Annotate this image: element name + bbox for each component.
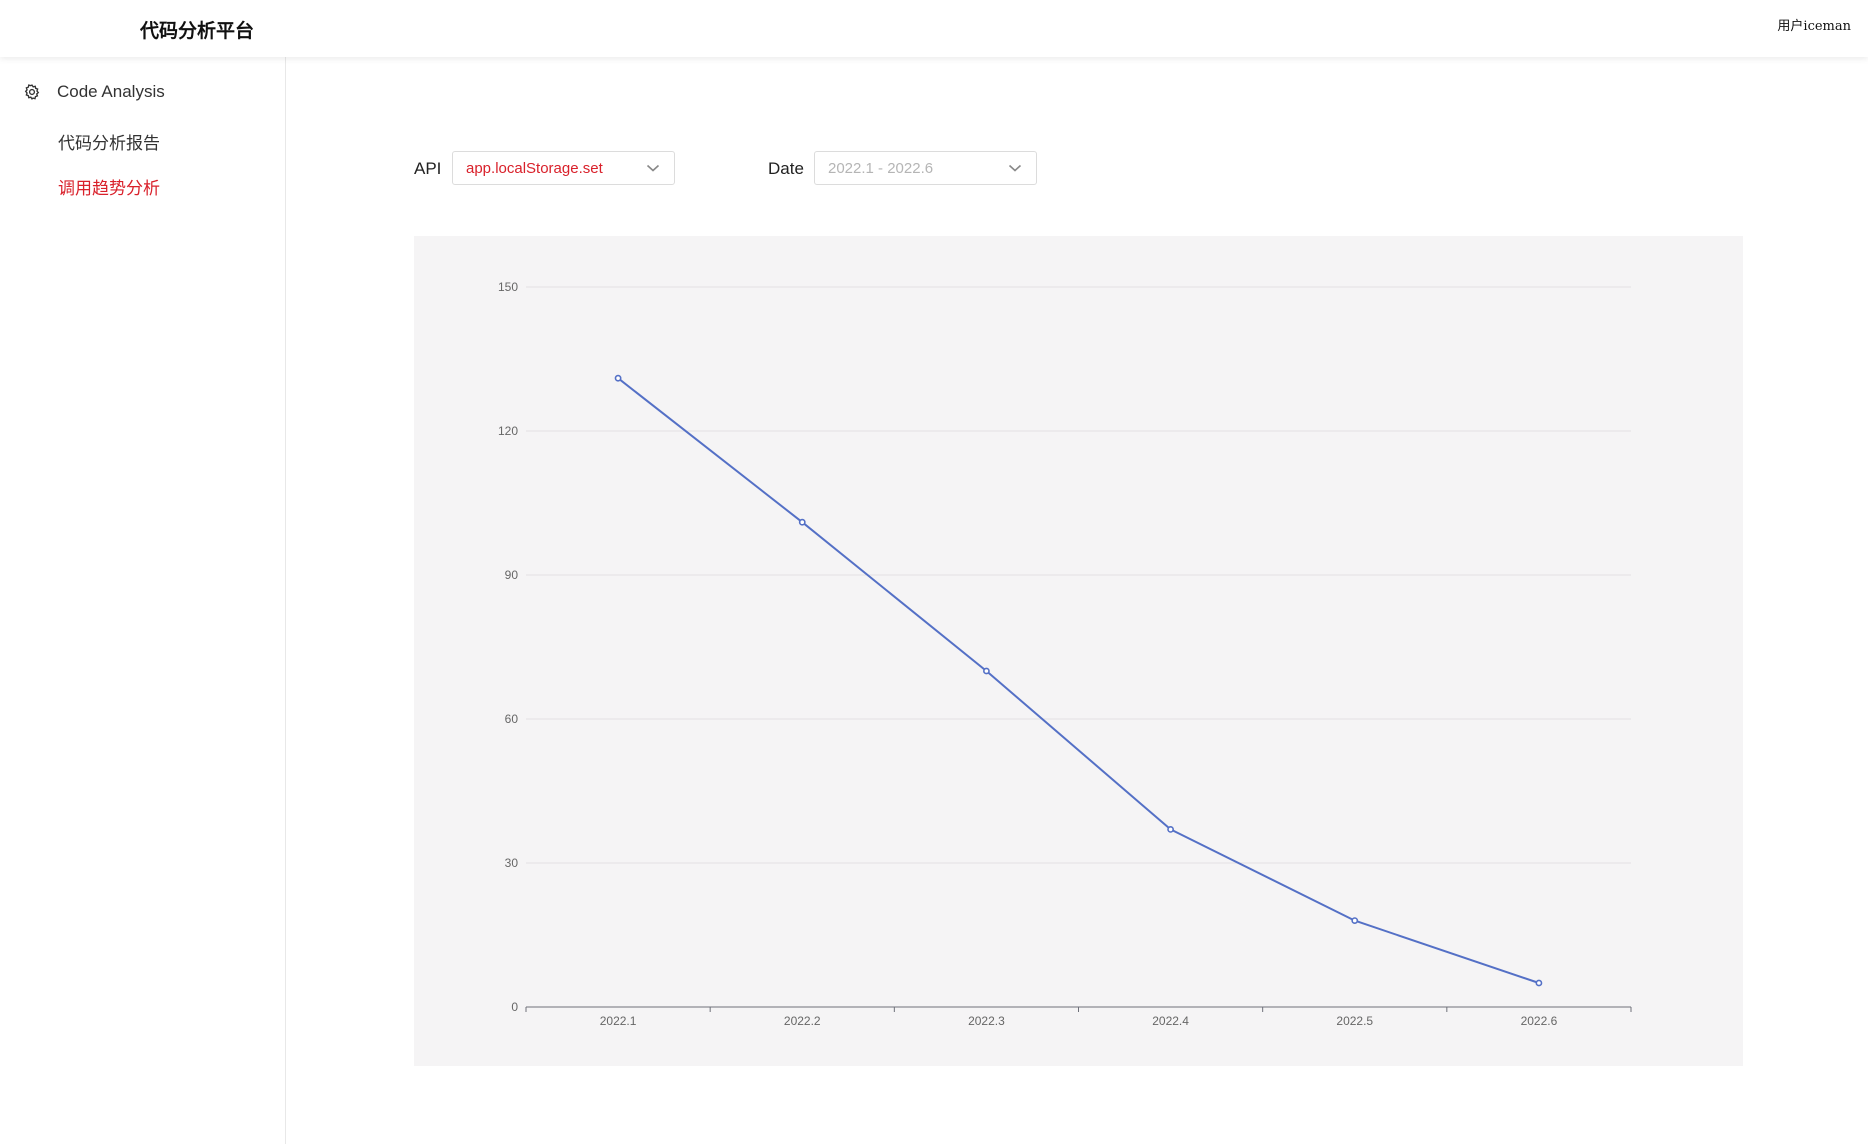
- x-tick-label: 2022.4: [1152, 1014, 1189, 1028]
- series-line: [617, 377, 1540, 984]
- date-label: Date: [768, 159, 804, 178]
- api-select-value: app.localStorage.set: [466, 160, 603, 177]
- y-tick-label: 0: [511, 1000, 518, 1014]
- x-tick-label: 2022.1: [600, 1014, 637, 1028]
- gear-icon: [24, 84, 40, 100]
- x-tick-label: 2022.6: [1521, 1014, 1558, 1028]
- x-tick-label: 2022.2: [784, 1014, 821, 1028]
- chart-svg: 0 30 60 90 120 150 2022.1 2022.2 2022.3 2022.4 202…: [498, 280, 1632, 1028]
- trend-line-chart: 0 30 60 90 120 150 2022.1 2022.2 2022.3 2022.4 202…: [414, 236, 1743, 1066]
- sidebar-item-trend-analysis[interactable]: 调用趋势分析: [58, 179, 160, 198]
- data-point: [1535, 979, 1543, 987]
- y-tick-label: 30: [505, 856, 519, 870]
- data-point: [983, 667, 990, 675]
- sidebar: Code Analysis 代码分析报告 调用趋势分析: [0, 57, 286, 1144]
- y-tick-label: 150: [498, 280, 518, 294]
- api-label: API: [414, 159, 442, 178]
- chevron-down-icon: [646, 164, 660, 172]
- app-title: 代码分析平台: [140, 21, 255, 42]
- top-header: 代码分析平台 用户iceman: [0, 0, 1868, 57]
- x-tick-label: 2022.5: [1336, 1014, 1373, 1028]
- sidebar-group-label: Code Analysis: [57, 82, 165, 101]
- y-tick-label: 60: [505, 712, 519, 726]
- data-point: [798, 518, 806, 526]
- sidebar-group-code-analysis[interactable]: Code Analysis: [23, 82, 165, 102]
- x-tick-label: 2022.3: [968, 1014, 1005, 1028]
- chevron-down-icon: [1008, 164, 1022, 172]
- sidebar-item-code-report[interactable]: 代码分析报告: [58, 134, 160, 153]
- api-select[interactable]: app.localStorage.set: [452, 151, 675, 185]
- date-range-select[interactable]: 2022.1 - 2022.6: [814, 151, 1037, 185]
- user-info[interactable]: 用户iceman: [1777, 19, 1851, 34]
- data-point: [1167, 826, 1174, 833]
- y-tick-label: 120: [498, 424, 518, 438]
- y-tick-label: 90: [505, 568, 519, 582]
- data-point: [614, 374, 622, 382]
- date-select-placeholder: 2022.1 - 2022.6: [828, 160, 934, 177]
- data-point: [1351, 917, 1359, 924]
